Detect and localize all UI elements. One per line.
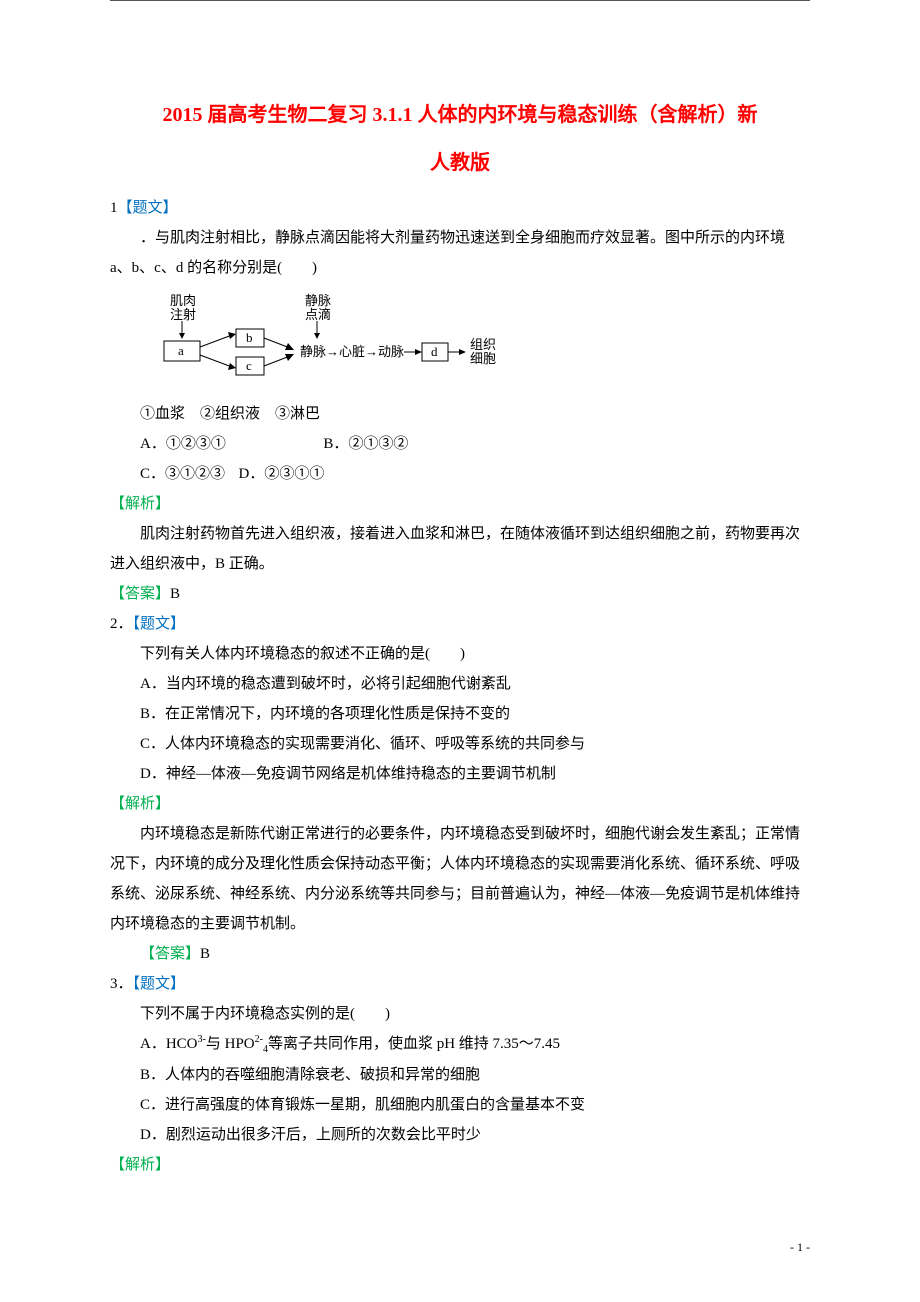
q1-daan-tag: 【答案】	[110, 586, 170, 602]
q3-number: 3．	[110, 976, 133, 992]
q1-opt-row2: C．③①②③ D．②③①①	[110, 459, 810, 489]
q3-block: 3．【题文】 下列不属于内环境稳态实例的是( ) A．HCO3-与 HPO2-4…	[110, 969, 810, 1180]
diag-node-c: c	[246, 358, 252, 373]
diag-flow-text: 静脉→心脏→动脉	[300, 344, 404, 359]
diag-label-jirou2: 注射	[170, 307, 196, 322]
q3-optA-sup1: 3-	[198, 1034, 206, 1045]
q3-optA-pre: A．HCO	[140, 1036, 198, 1052]
document-page: 2015 届高考生物二复习 3.1.1 人体的内环境与稳态训练（含解析）新 人教…	[0, 1, 920, 1220]
q3-stem: 下列不属于内环境稳态实例的是( )	[110, 999, 810, 1029]
q2-jiexi: 内环境稳态是新陈代谢正常进行的必要条件，内环境稳态受到破坏时，细胞代谢会发生紊乱…	[110, 819, 810, 939]
q2-optB: B．在正常情况下，内环境的各项理化性质是保持不变的	[110, 699, 810, 729]
q2-answer: B	[200, 946, 210, 962]
q2-answer-line: 【答案】B	[110, 939, 810, 969]
q1-optA: A．①②③①	[140, 436, 226, 452]
q1-answer: B	[170, 586, 180, 602]
q3-optA-sup2: 2-	[255, 1034, 263, 1045]
q2-daan-tag: 【答案】	[140, 946, 200, 962]
q1-diagram: 肌肉 注射 静脉 点滴	[150, 291, 810, 391]
q3-tiwen-tag: 【题文】	[133, 976, 186, 992]
q1-optC: C．③①②③	[140, 466, 225, 482]
q2-optC: C．人体内环境稳态的实现需要消化、循环、呼吸等系统的共同参与	[110, 729, 810, 759]
q2-stem: 下列有关人体内环境稳态的叙述不正确的是( )	[110, 639, 810, 669]
q3-optA-mid: 与 HPO	[206, 1036, 255, 1052]
q1-legend: ①血浆 ②组织液 ③淋巴	[110, 399, 810, 429]
q3-optD: D．剧烈运动出很多汗后，上厕所的次数会比平时少	[110, 1120, 810, 1150]
q2-tiwen-tag: 【题文】	[133, 616, 186, 632]
q1-stem: ．与肌肉注射相比，静脉点滴因能将大剂量药物迅速送到全身细胞而疗效显著。图中所示的…	[110, 223, 810, 283]
page-number: - 1 -	[0, 1220, 920, 1255]
doc-title: 2015 届高考生物二复习 3.1.1 人体的内环境与稳态训练（含解析）新 人教…	[110, 91, 810, 187]
q1-jiexi-tag: 【解析】	[110, 489, 810, 519]
q1-optD: D．②③①①	[239, 466, 325, 482]
q1-jiexi: 肌肉注射药物首先进入组织液，接着进入血浆和淋巴，在随体液循环到达组织细胞之前，药…	[110, 519, 810, 579]
title-line-1: 2015 届高考生物二复习 3.1.1 人体的内环境与稳态训练（含解析）新	[163, 104, 758, 126]
q2-optD: D．神经—体液—免疫调节网络是机体维持稳态的主要调节机制	[110, 759, 810, 789]
q1-block: 1【题文】 ．与肌肉注射相比，静脉点滴因能将大剂量药物迅速送到全身细胞而疗效显著…	[110, 193, 810, 609]
diag-tail2: 细胞	[470, 351, 496, 366]
diag-node-a: a	[178, 343, 184, 358]
diag-label-jingmai1: 静脉	[305, 293, 331, 308]
q3-optB: B．人体内的吞噬细胞清除衰老、破损和异常的细胞	[110, 1060, 810, 1090]
diag-label-jirou1: 肌肉	[170, 293, 196, 308]
q2-block: 2．【题文】 下列有关人体内环境稳态的叙述不正确的是( ) A．当内环境的稳态遭…	[110, 609, 810, 969]
q3-optA-post: 等离子共同作用，使血浆 pH 维持 7.35～7.45	[268, 1036, 560, 1052]
q2-jiexi-tag: 【解析】	[110, 789, 810, 819]
diag-node-b: b	[246, 330, 253, 345]
q1-tiwen-tag: 【题文】	[118, 200, 178, 216]
q3-optA: A．HCO3-与 HPO2-4等离子共同作用，使血浆 pH 维持 7.35～7.…	[110, 1029, 810, 1060]
diag-label-jingmai2: 点滴	[305, 307, 331, 322]
diag-tail1: 组织	[470, 337, 496, 352]
q2-optA: A．当内环境的稳态遭到破坏时，必将引起细胞代谢紊乱	[110, 669, 810, 699]
q1-opt-row1: A．①②③① B．②①③②	[110, 429, 810, 459]
q1-number: 1	[110, 200, 118, 216]
q3-jiexi-tag: 【解析】	[110, 1150, 810, 1180]
q1-answer-line: 【答案】B	[110, 579, 810, 609]
title-line-2: 人教版	[430, 152, 490, 174]
q1-optB: B．②①③②	[323, 436, 408, 452]
q3-optC: C．进行高强度的体育锻炼一星期，肌细胞内肌蛋白的含量基本不变	[110, 1090, 810, 1120]
diag-node-d: d	[431, 344, 438, 359]
q2-number: 2．	[110, 616, 133, 632]
